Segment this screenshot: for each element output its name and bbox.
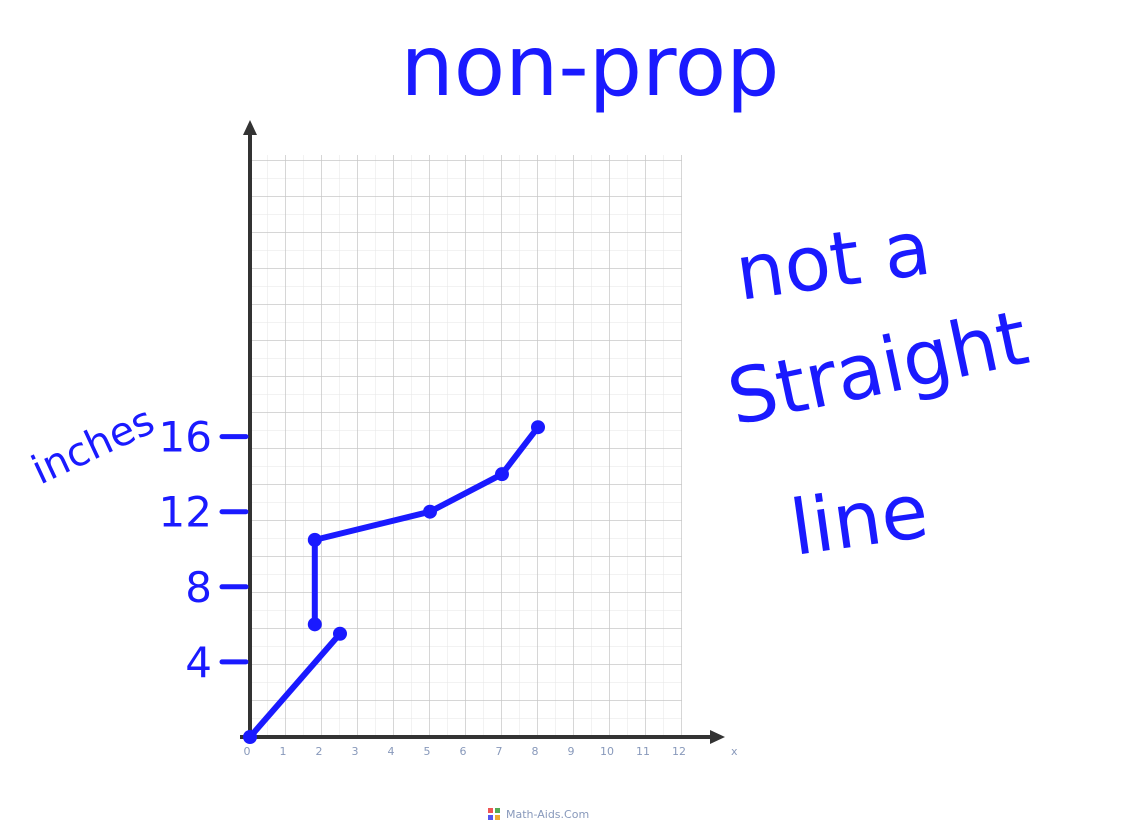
- data-point: [308, 533, 322, 547]
- annotation: Straight: [720, 293, 1035, 443]
- x-tick-label: 7: [496, 745, 503, 758]
- x-axis-label: x: [731, 745, 738, 758]
- chart: non-prop not a Straight line inches x Ma…: [0, 0, 1126, 828]
- axis-arrow: [243, 120, 257, 135]
- source: Math-Aids.Com: [506, 808, 589, 821]
- x-tick-label: 12: [672, 745, 686, 758]
- logo: [488, 815, 493, 820]
- x-tick-label: 11: [636, 745, 650, 758]
- x-tick-label: 3: [352, 745, 359, 758]
- data-point: [333, 627, 347, 641]
- x-tick-label: 9: [568, 745, 575, 758]
- data-point: [531, 420, 545, 434]
- y-axis-label: inches: [25, 398, 162, 494]
- x-tick-label: 8: [532, 745, 539, 758]
- annotation: not a: [730, 203, 936, 318]
- x-tick-label: 0: [244, 745, 251, 758]
- data-point: [495, 467, 509, 481]
- y-tick-label: 12: [159, 488, 212, 537]
- data-point: [423, 505, 437, 519]
- x-tick-label: 5: [424, 745, 431, 758]
- y-tick-label: 4: [185, 638, 212, 687]
- x-tick-label: 10: [600, 745, 614, 758]
- axis-arrow: [710, 730, 725, 744]
- logo: [495, 815, 500, 820]
- x-tick-label: 6: [460, 745, 467, 758]
- y-tick-label: 8: [185, 563, 212, 612]
- data-point: [243, 730, 257, 744]
- data-point: [308, 617, 322, 631]
- x-tick-label: 4: [388, 745, 395, 758]
- title: non-prop: [401, 17, 780, 115]
- x-tick-label: 2: [316, 745, 323, 758]
- logo: [495, 808, 500, 813]
- graph-paper: [250, 155, 682, 737]
- logo: [488, 808, 493, 813]
- x-tick-label: 1: [280, 745, 287, 758]
- y-tick-label: 16: [159, 413, 212, 462]
- annotation: line: [785, 466, 933, 573]
